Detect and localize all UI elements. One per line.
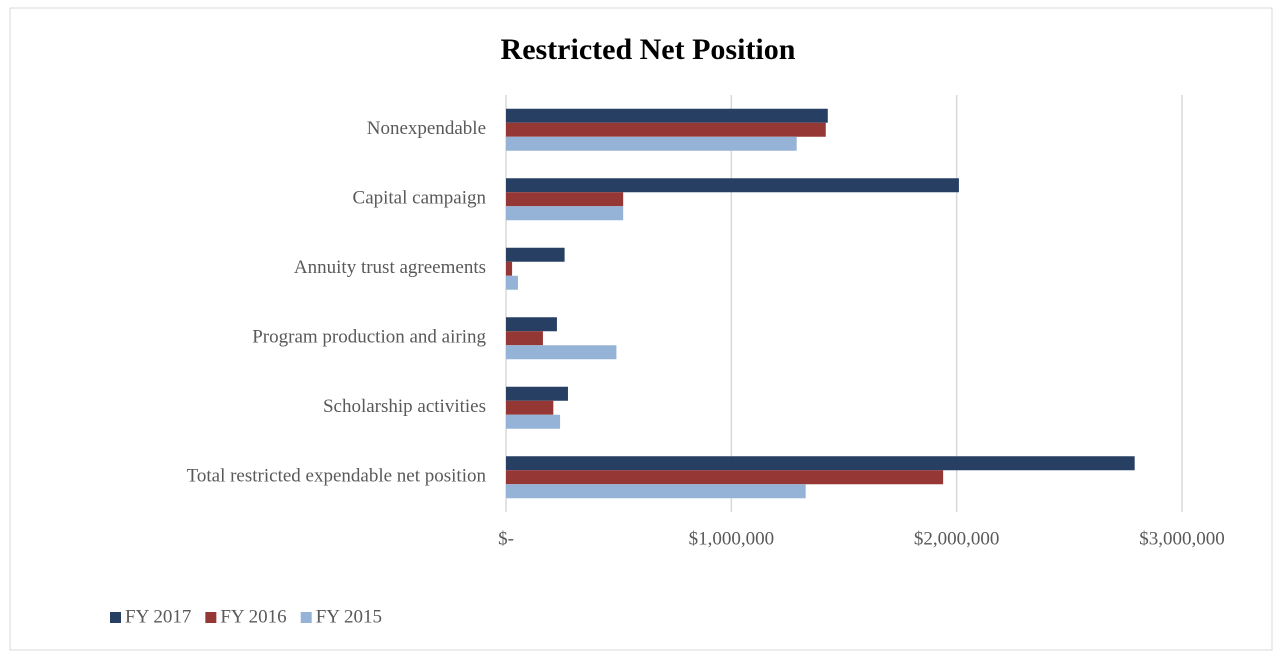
y-tick-label: Scholarship activities — [323, 396, 486, 417]
bar — [506, 261, 513, 276]
x-tick-label: $3,000,000 — [1139, 528, 1225, 549]
bar — [506, 108, 828, 123]
x-tick-label: $- — [498, 528, 514, 549]
legend-label: FY 2015 — [316, 606, 382, 627]
x-tick-label: $1,000,000 — [689, 528, 775, 549]
bar — [506, 386, 568, 401]
legend-swatch — [110, 612, 121, 623]
legend-swatch — [300, 612, 312, 623]
bar — [506, 317, 557, 332]
y-tick-label: Annuity trust agreements — [294, 257, 486, 278]
bar — [506, 136, 797, 151]
bar — [506, 345, 617, 360]
y-tick-label: Program production and airing — [252, 327, 486, 348]
legend-label: FY 2016 — [220, 606, 286, 627]
legend-swatch — [205, 612, 217, 623]
bar — [506, 414, 561, 429]
bar — [506, 122, 826, 137]
bar — [506, 247, 565, 262]
bar — [506, 484, 806, 499]
legend-label: FY 2017 — [125, 606, 191, 627]
bar — [506, 400, 554, 415]
bar — [506, 275, 518, 290]
chart-border — [9, 7, 1273, 651]
bar — [506, 470, 944, 485]
bar — [506, 456, 1135, 471]
bar — [506, 192, 624, 207]
y-tick-label: Capital campaign — [353, 188, 487, 209]
bar — [506, 331, 543, 346]
bar — [506, 178, 959, 193]
y-tick-label: Nonexpendable — [367, 118, 486, 139]
chart-title: Restricted Net Position — [501, 33, 796, 66]
y-tick-label: Total restricted expendable net position — [187, 466, 487, 487]
x-tick-label: $2,000,000 — [914, 528, 1000, 549]
bar — [506, 206, 624, 221]
